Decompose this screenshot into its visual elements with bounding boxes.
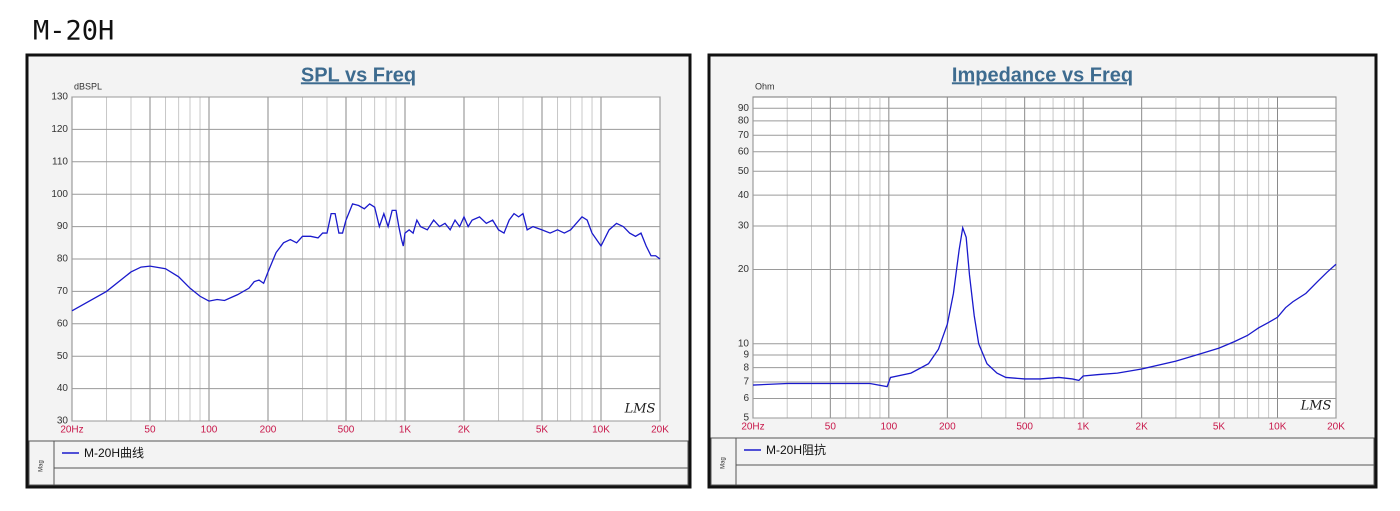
x-tick-label: 100 xyxy=(201,425,218,436)
chart-title: Impedance vs Freq xyxy=(952,64,1133,86)
y-tick-label: 5 xyxy=(743,413,749,424)
y-axis-label: dBSPL xyxy=(74,81,102,91)
y-tick-label: 70 xyxy=(57,286,69,297)
x-tick-label: 20K xyxy=(1327,422,1345,433)
y-tick-label: 8 xyxy=(743,362,749,373)
legend-entry: M-20H曲线 xyxy=(84,446,144,460)
x-tick-label: 1K xyxy=(1077,422,1090,433)
y-tick-label: 7 xyxy=(743,377,749,388)
y-tick-label: 60 xyxy=(738,146,750,157)
x-tick-label: 50 xyxy=(144,425,156,436)
y-tick-label: 10 xyxy=(738,338,750,349)
x-tick-label: 5K xyxy=(1213,422,1226,433)
plot-area xyxy=(752,96,1337,419)
y-tick-label: 100 xyxy=(51,189,68,200)
x-tick-label: 100 xyxy=(880,422,897,433)
x-tick-label: 2K xyxy=(458,425,471,436)
y-tick-label: 110 xyxy=(52,156,68,167)
x-tick-label: 10K xyxy=(592,425,610,436)
y-tick-label: 9 xyxy=(743,350,749,361)
y-tick-label: 20 xyxy=(738,264,750,275)
y-tick-label: 90 xyxy=(738,103,750,114)
y-tick-label: 80 xyxy=(57,254,69,265)
y-tick-label: 40 xyxy=(738,190,750,201)
x-tick-label: 500 xyxy=(1016,422,1033,433)
legend-label: Mag xyxy=(721,457,727,469)
legend-box xyxy=(28,440,689,486)
y-tick-label: 6 xyxy=(743,393,749,404)
legend-label: Mag xyxy=(39,460,45,472)
y-tick-label: 30 xyxy=(57,416,69,427)
chart-title: SPL vs Freq xyxy=(301,64,416,86)
legend-entry: M-20H阻抗 xyxy=(766,442,826,457)
y-axis-label: Ohm xyxy=(755,81,775,91)
page-title: M-20H xyxy=(33,16,114,47)
x-tick-label: 200 xyxy=(939,422,956,433)
x-tick-label: 50 xyxy=(825,422,837,433)
x-tick-label: 1K xyxy=(399,425,412,436)
watermark: LMS xyxy=(1300,399,1332,414)
y-tick-label: 90 xyxy=(57,221,69,232)
x-tick-label: 200 xyxy=(260,425,277,436)
x-tick-label: 20Hz xyxy=(741,422,764,433)
x-tick-label: 10K xyxy=(1269,422,1287,433)
y-tick-label: 40 xyxy=(57,383,69,394)
series-line xyxy=(71,203,661,312)
series-line xyxy=(752,225,1337,388)
x-tick-label: 5K xyxy=(536,425,549,436)
y-tick-label: 30 xyxy=(738,221,750,232)
y-tick-label: 60 xyxy=(57,318,69,329)
x-tick-label: 2K xyxy=(1136,422,1149,433)
y-tick-label: 130 xyxy=(51,92,68,103)
legend-box xyxy=(710,437,1375,486)
y-tick-label: 50 xyxy=(738,166,750,177)
y-tick-label: 120 xyxy=(51,124,68,135)
y-tick-label: 70 xyxy=(738,130,750,141)
x-tick-label: 20Hz xyxy=(60,425,83,436)
watermark: LMS xyxy=(624,402,656,417)
y-tick-label: 80 xyxy=(738,116,750,127)
x-tick-label: 20K xyxy=(651,425,669,436)
x-tick-label: 500 xyxy=(338,425,355,436)
y-tick-label: 50 xyxy=(57,351,69,362)
